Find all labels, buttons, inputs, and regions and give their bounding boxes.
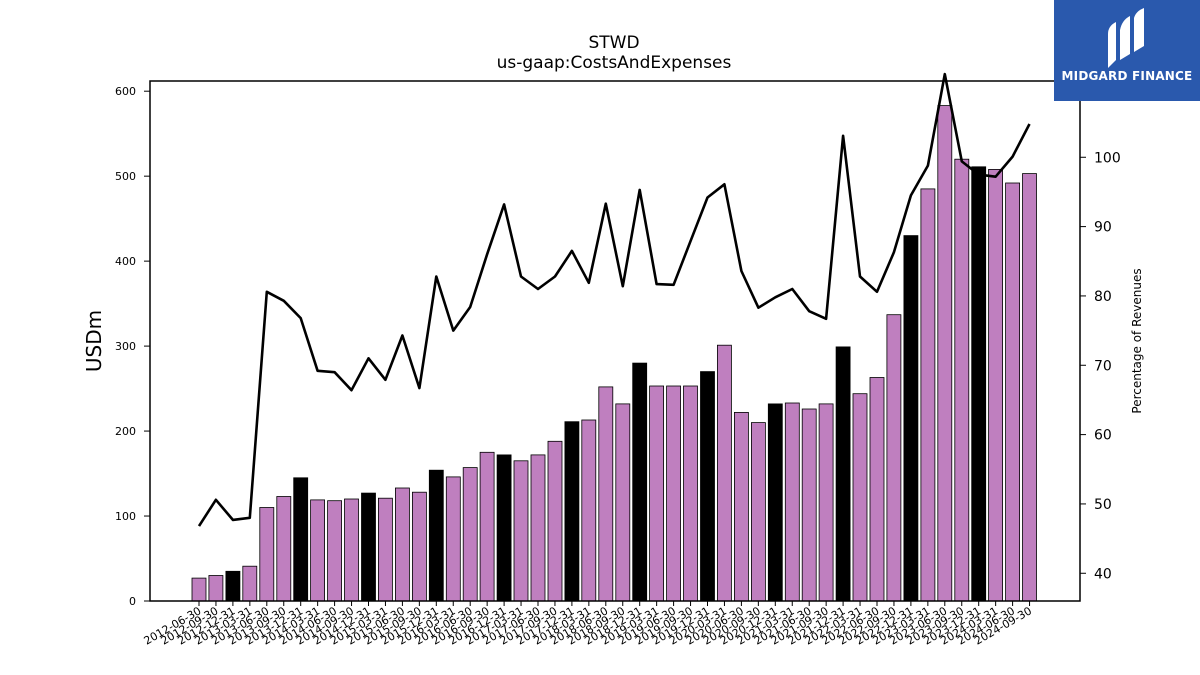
bar-2020-06-30: [734, 411, 749, 602]
bar-2012-12-31: [225, 570, 241, 602]
bar-2015-12-31: [428, 469, 444, 602]
y2-tick-label: 40: [1094, 566, 1112, 582]
y-tick-label: 100: [115, 510, 136, 523]
bar-2019-12-31: [700, 371, 715, 602]
bar-2019-03-31: [649, 385, 664, 602]
y-tick-label: 0: [129, 595, 136, 608]
bar-2015-06-30: [394, 487, 410, 602]
bar-2014-03-31: [310, 499, 326, 602]
bar-2018-12-31: [632, 362, 648, 602]
logo-text: MIDGARD FINANCE: [1061, 69, 1193, 83]
y-tick-label: 200: [115, 425, 136, 438]
bar-2013-09-30: [276, 496, 292, 602]
bar-2017-12-31: [564, 421, 580, 602]
chart-title: STWD: [588, 33, 639, 53]
bar-2018-09-30: [615, 403, 631, 602]
bar-2016-03-31: [445, 476, 461, 602]
midgard-logo-icon: [1108, 8, 1144, 68]
bar-2024-03-31: [988, 168, 1003, 602]
right-axis-ticks: 40 50 60 70 80 90 100: [1080, 150, 1121, 582]
midgard-finance-logo: MIDGARD FINANCE: [1054, 0, 1200, 101]
bar-2015-03-31: [377, 497, 393, 602]
bar-2012-09-30: [208, 575, 224, 602]
bar-2023-03-31: [920, 188, 936, 602]
bar-2017-09-30: [547, 440, 563, 602]
y2-tick-label: 60: [1094, 428, 1112, 444]
bar-2023-12-31: [971, 166, 987, 602]
y-tick-label: 400: [115, 255, 136, 268]
bar-2013-06-30: [259, 507, 275, 602]
bar-2015-09-30: [411, 491, 427, 602]
y2-tick-label: 70: [1094, 358, 1112, 374]
plot-frame: [149, 80, 1081, 602]
percentage-line: [197, 72, 1031, 527]
bar-2016-06-30: [462, 467, 478, 602]
bar-2013-12-31: [293, 477, 309, 602]
bar-2019-06-30: [666, 385, 681, 602]
bar-2014-06-30: [327, 500, 343, 602]
bar-2018-06-30: [598, 386, 614, 602]
y2-tick-label: 80: [1094, 289, 1112, 305]
bar-2020-09-30: [751, 422, 766, 602]
y-tick-label: 300: [115, 340, 136, 353]
bar-2024-06-30: [1005, 182, 1020, 602]
y-tick-label: 500: [115, 170, 136, 183]
y2-axis-label: Percentage of Revenues: [1130, 268, 1144, 413]
y-tick-label: 600: [115, 85, 136, 98]
bar-2022-12-31: [903, 235, 919, 602]
bar-series: [191, 105, 1037, 602]
bar-2023-06-30: [937, 105, 953, 602]
bar-2012-06-30: [191, 577, 207, 602]
bar-2014-12-31: [361, 492, 376, 602]
bar-2021-09-30: [818, 403, 834, 602]
bar-2019-09-30: [683, 385, 698, 602]
bar-2023-09-30: [954, 158, 970, 602]
bar-2017-06-30: [530, 454, 546, 602]
bar-2017-03-31: [513, 460, 529, 602]
bar-2016-09-30: [479, 451, 495, 602]
bar-2022-03-31: [852, 393, 868, 602]
bar-2020-03-31: [717, 344, 732, 602]
bar-2021-06-30: [801, 408, 817, 602]
bar-2022-06-30: [869, 377, 885, 602]
bar-2024-09-30: [1022, 173, 1037, 602]
bar-2021-03-31: [784, 402, 800, 602]
y2-tick-label: 90: [1094, 220, 1112, 236]
bar-2020-12-31: [767, 403, 783, 602]
left-axis-ticks: 0 100 200 300 400 500 600: [115, 85, 150, 608]
bar-2013-03-31: [242, 565, 258, 602]
bar-2016-12-31: [496, 454, 512, 602]
bar-2014-09-30: [344, 498, 359, 602]
x-axis-ticks: 2012-06-302012-09-302012-12-312013-03-31…: [142, 601, 1034, 648]
y2-tick-label: 100: [1094, 150, 1121, 166]
bar-2021-12-31: [835, 346, 851, 602]
bar-2018-03-31: [581, 419, 597, 602]
bar-2022-09-30: [886, 314, 902, 602]
y-axis-label: USDm: [82, 310, 106, 372]
chart-subtitle: us-gaap:CostsAndExpenses: [497, 53, 732, 73]
y2-tick-label: 50: [1094, 497, 1112, 513]
